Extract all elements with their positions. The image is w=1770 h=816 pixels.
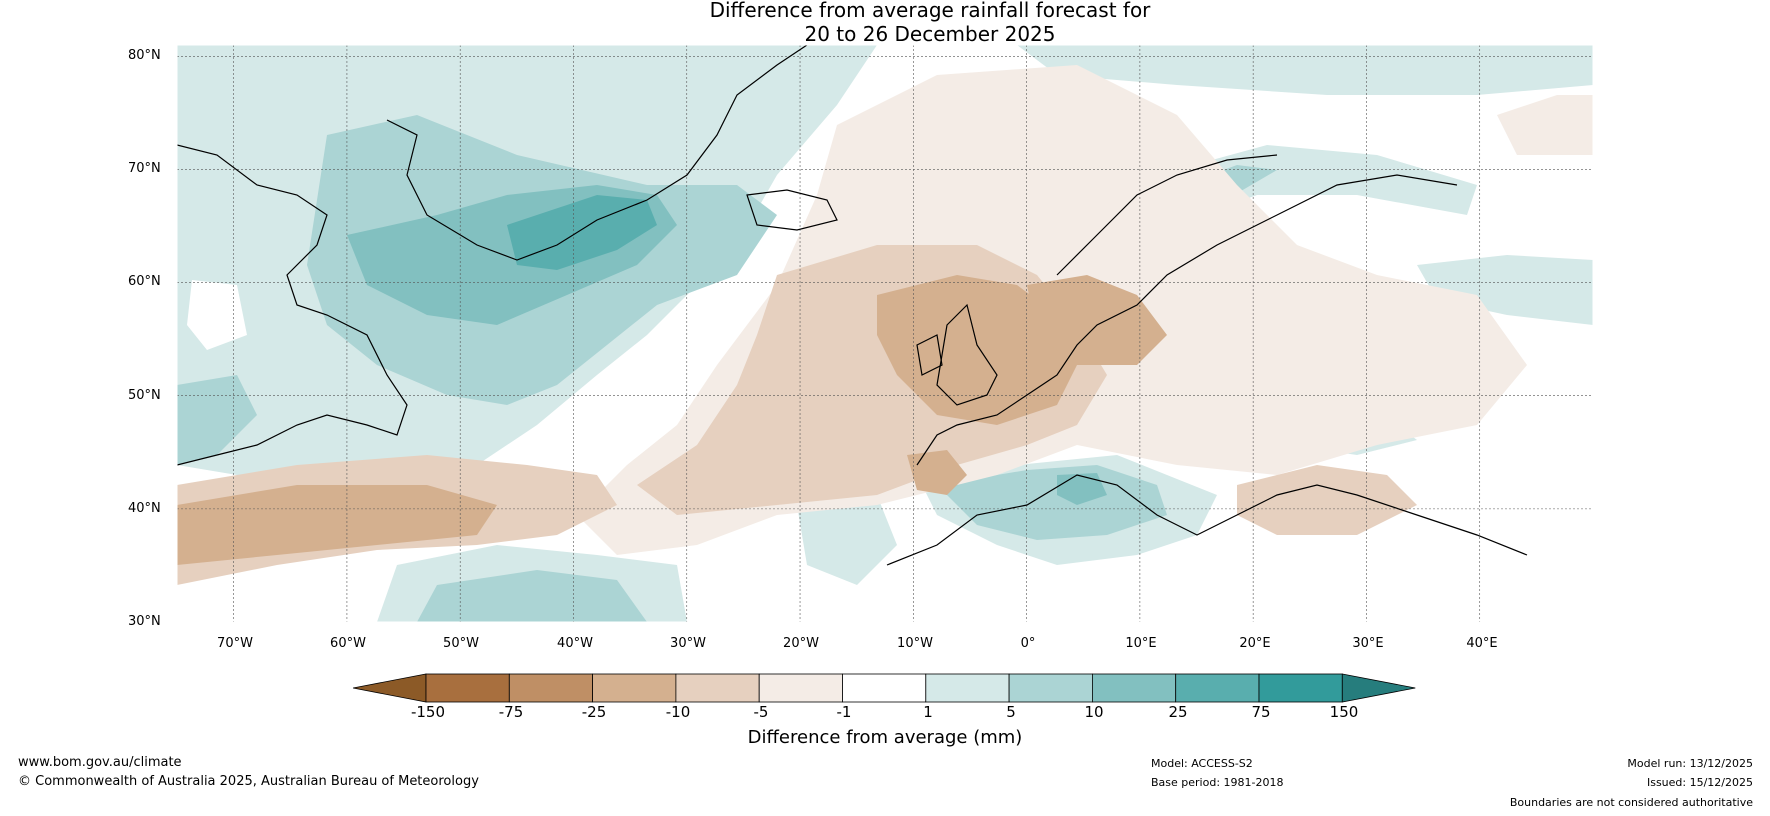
colorbar-tick-25: 25	[1168, 703, 1188, 721]
footer-website: www.bom.gov.au/climate	[18, 755, 182, 770]
coastline-scandinavia	[1056, 154, 1278, 276]
wet-region-greenland-core	[507, 195, 657, 270]
coastline-canada	[177, 144, 408, 466]
colorbar-segment	[425, 673, 510, 703]
title-line-1: Difference from average rainfall forecas…	[709, 0, 1151, 22]
lat-label-30n: 30°N	[128, 614, 161, 629]
lon-label-20e: 20°E	[1239, 636, 1271, 651]
lon-label-30w: 30°W	[670, 636, 706, 651]
colorbar-segment	[758, 673, 843, 703]
lon-label-50w: 50°W	[443, 636, 479, 651]
wet-region-russia	[1417, 255, 1593, 325]
wet-region-tyrrhenian	[1057, 473, 1107, 505]
footer-base-period: Base period: 1981-2018	[1151, 776, 1284, 789]
footer-issued: Issued: 15/12/2025	[1646, 776, 1753, 789]
colorbar-extend-low	[353, 673, 427, 703]
coastline-uk	[936, 303, 998, 406]
lat-label-40n: 40°N	[128, 501, 161, 516]
colorbar-segment	[1008, 673, 1093, 703]
lon-label-40w: 40°W	[557, 636, 593, 651]
lon-label-0: 0°	[1020, 636, 1036, 651]
dry-region-north-sea	[1027, 275, 1167, 365]
wet-region-nova-scotia	[177, 375, 257, 465]
colorbar-tick-5: 5	[1006, 703, 1016, 721]
map-title: Difference from average rainfall forecas…	[0, 0, 1770, 46]
dry-region-southwest-core	[177, 485, 497, 565]
lon-label-10w: 10°W	[897, 636, 933, 651]
footer-disclaimer: Boundaries are not considered authoritat…	[1509, 796, 1753, 809]
lat-label-80n: 80°N	[128, 48, 161, 63]
lat-label-50n: 50°N	[128, 388, 161, 403]
colorbar-segment	[592, 673, 677, 703]
colorbar-segment	[675, 673, 760, 703]
colorbar-segment	[508, 673, 594, 703]
dry-region-british-isles	[877, 275, 1077, 425]
coastline-greenland	[386, 45, 808, 261]
footer-model-run: Model run: 13/12/2025	[1627, 757, 1753, 770]
lat-label-70n: 70°N	[128, 161, 161, 176]
colorbar-tick-1: 1	[923, 703, 933, 721]
colorbar-tick-m10: -10	[665, 703, 691, 721]
lon-label-10e: 10°E	[1125, 636, 1157, 651]
lon-label-60w: 60°W	[330, 636, 366, 651]
colorbar-tick-150: 150	[1329, 703, 1359, 721]
rainfall-map	[177, 45, 1593, 622]
wet-region-subtropical-core	[417, 570, 647, 622]
coastlines	[177, 45, 1528, 566]
wet-region-canaries	[797, 495, 897, 585]
colorbar-tick-m25: -25	[581, 703, 607, 721]
coastline-europe	[916, 174, 1458, 466]
colorbar-tick-m150: -150	[410, 703, 446, 721]
lon-label-20w: 20°W	[783, 636, 819, 651]
rainfall-map-svg	[177, 45, 1593, 622]
coastline-ireland	[916, 334, 943, 376]
colorbar-title: Difference from average (mm)	[747, 727, 1023, 748]
footer-copyright: © Commonwealth of Australia 2025, Austra…	[18, 774, 479, 789]
wet-region-mediterranean-core	[937, 465, 1167, 540]
title-line-2: 20 to 26 December 2025	[804, 22, 1056, 46]
wet-region-north-white	[187, 280, 247, 350]
colorbar-tick-m1: -1	[836, 703, 852, 721]
lat-label-60n: 60°N	[128, 274, 161, 289]
colorbar-extend-high	[1341, 673, 1416, 703]
coastline-mediterranean	[886, 474, 1528, 566]
dry-region-barents	[1497, 95, 1593, 155]
colorbar-segment	[1092, 673, 1177, 703]
wet-region-arctic	[1017, 45, 1593, 95]
colorbar-tick-m75: -75	[498, 703, 524, 721]
colorbar-segment	[1175, 673, 1260, 703]
colorbar	[353, 673, 1416, 703]
footer-model: Model: ACCESS-S2	[1151, 757, 1253, 770]
colorbar-segment	[925, 673, 1010, 703]
lon-label-70w: 70°W	[217, 636, 253, 651]
coastline-iceland	[746, 189, 838, 231]
colorbar-tick-75: 75	[1251, 703, 1271, 721]
lon-label-30e: 30°E	[1352, 636, 1384, 651]
graticule-lines	[177, 45, 1593, 622]
colorbar-segment	[842, 673, 927, 703]
dry-region-iberia	[907, 450, 967, 495]
colorbar-segment	[1258, 673, 1343, 703]
dry-region-eastern-med	[1237, 465, 1417, 535]
lon-label-40e: 40°E	[1466, 636, 1498, 651]
colorbar-tick-10: 10	[1084, 703, 1104, 721]
colorbar-tick-m5: -5	[753, 703, 769, 721]
